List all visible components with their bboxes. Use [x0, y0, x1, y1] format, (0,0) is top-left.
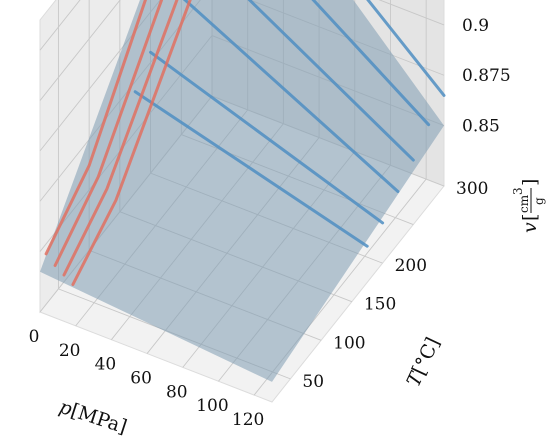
z-axis-unit-exp: 3 [511, 187, 525, 195]
x-tick-label: 0 [29, 327, 40, 347]
z-tick-label: 0.875 [462, 66, 511, 86]
z-axis-unit-den: g [532, 197, 546, 205]
grid-back-z [378, 0, 445, 26]
z-axis-bracket-open: [ [519, 214, 541, 221]
red-isotherm-line-9 [71, 0, 192, 286]
y-axis-title: T[°C] [403, 334, 445, 390]
red-isotherm-line-6 [44, 0, 147, 256]
y-tick-label: 100 [333, 333, 365, 353]
x-tick-label: 100 [196, 396, 228, 416]
blue-isobar-line-0 [366, 0, 446, 97]
red-isotherm-line-7 [53, 0, 164, 267]
blue-isobar-line-5 [133, 90, 369, 248]
x-tick-label: 80 [166, 382, 188, 402]
x-axis-unit: [MPa] [68, 400, 130, 439]
z-tick-label: 0.9 [462, 16, 489, 36]
z-axis-unit-num: cm [517, 194, 531, 213]
series-lines [44, 0, 446, 286]
y-tick-label: 300 [456, 179, 488, 199]
z-tick-label: 0.85 [462, 117, 500, 137]
y-axis-unit: [°C] [408, 334, 444, 379]
tick-labels: 020406080100120501001502003000.850.8750.… [29, 16, 511, 430]
x-tick-label: 20 [59, 341, 81, 361]
y-tick-label: 50 [302, 372, 324, 392]
grid-left-z [39, 0, 121, 101]
blue-isobar-line-3 [182, 0, 400, 193]
z-axis-bracket-close: ] [519, 179, 541, 186]
z-axis-symbol: v [519, 222, 541, 233]
x-tick-label: 40 [95, 355, 117, 375]
blue-isobar-line-4 [149, 50, 385, 225]
x-tick-label: 60 [130, 369, 152, 389]
blue-isobar-line-2 [247, 0, 415, 162]
y-tick-label: 200 [395, 256, 427, 276]
y-tick-label: 150 [364, 295, 396, 315]
grid-left-z [39, 0, 81, 51]
red-isotherm-line-8 [62, 0, 179, 277]
x-tick-label: 120 [232, 410, 264, 430]
x-axis-title: p[MPa] [56, 396, 129, 438]
z-axis-title: v [ cm 3 g ] [511, 179, 546, 233]
blue-isobar-line-1 [311, 0, 431, 127]
